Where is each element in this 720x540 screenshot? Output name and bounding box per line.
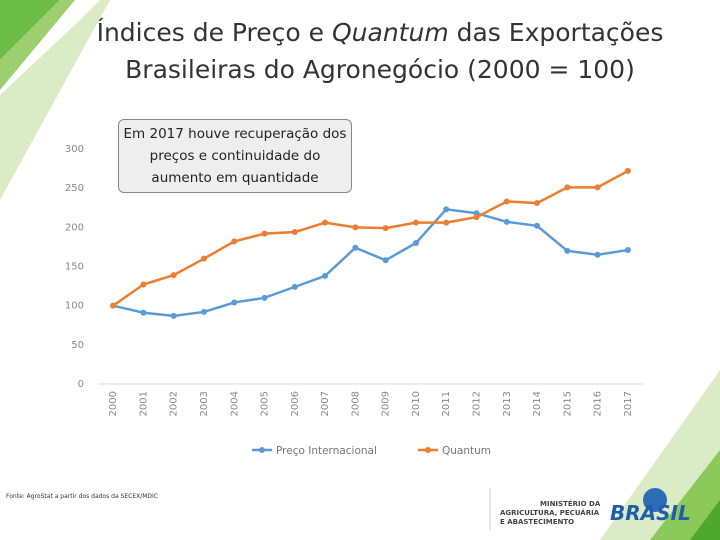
data-point xyxy=(412,219,419,226)
data-point xyxy=(200,308,207,315)
data-point xyxy=(624,167,631,174)
logo-text: MINISTÉRIO DA xyxy=(540,499,601,508)
y-tick-label: 300 xyxy=(65,144,84,155)
data-point xyxy=(322,272,329,279)
x-tick-label: 2007 xyxy=(320,391,331,416)
data-point xyxy=(231,238,238,245)
data-point xyxy=(352,244,359,251)
data-point xyxy=(443,219,450,226)
data-point xyxy=(170,272,177,279)
data-point xyxy=(564,184,571,191)
x-tick-label: 2015 xyxy=(562,391,573,416)
data-point xyxy=(503,218,510,225)
data-point xyxy=(110,302,117,309)
x-tick-label: 2011 xyxy=(441,391,452,416)
series-line xyxy=(112,207,629,318)
data-point xyxy=(382,225,389,232)
data-point xyxy=(473,214,480,221)
data-point xyxy=(534,222,541,229)
legend-label: Preço Internacional xyxy=(276,445,377,457)
data-point xyxy=(534,200,541,207)
data-point xyxy=(352,224,359,231)
data-point xyxy=(443,206,450,213)
y-tick-label: 150 xyxy=(65,262,84,273)
legend-label: Quantum xyxy=(442,445,491,457)
x-tick-label: 2002 xyxy=(169,391,180,416)
x-tick-label: 2013 xyxy=(502,391,513,416)
logo-globe xyxy=(643,488,667,512)
decoration xyxy=(690,500,720,540)
x-tick-label: 2017 xyxy=(623,391,634,416)
x-tick-label: 2008 xyxy=(350,391,361,416)
x-tick-label: 2016 xyxy=(593,391,604,416)
logo-text: E ABASTECIMENTO xyxy=(500,518,574,526)
y-tick-label: 50 xyxy=(71,340,84,351)
y-tick-label: 200 xyxy=(65,222,84,233)
data-point xyxy=(200,255,207,262)
y-tick-label: 250 xyxy=(65,183,84,194)
data-point xyxy=(594,251,601,258)
decoration xyxy=(0,0,110,200)
data-point xyxy=(322,219,329,226)
data-point xyxy=(170,312,177,319)
annotation: Em 2017 houve recuperação dos preços e c… xyxy=(118,119,352,193)
source: Fonte: AgroStat a partir dos dados da SE… xyxy=(6,493,158,500)
x-tick-label: 2000 xyxy=(108,391,119,416)
data-point xyxy=(564,247,571,254)
logo-text: BRASIL xyxy=(610,501,691,525)
logo: MINISTÉRIO DA AGRICULTURA, PECUÁRIA E AB… xyxy=(489,488,691,530)
series-line xyxy=(112,169,629,307)
x-tick-label: 2009 xyxy=(381,391,392,416)
data-point xyxy=(594,184,601,191)
decoration xyxy=(0,0,75,90)
data-point xyxy=(412,240,419,246)
title-part: das Exportações xyxy=(448,18,664,47)
y-tick-label: 100 xyxy=(65,301,84,312)
x-tick-label: 2005 xyxy=(260,391,271,416)
decoration xyxy=(650,450,720,540)
x-tick-label: 2001 xyxy=(138,391,149,416)
logo-text: AGRICULTURA, PECUÁRIA xyxy=(500,508,600,517)
data-point xyxy=(140,309,147,316)
x-tick-label: 2010 xyxy=(411,391,422,416)
title-part: Quantum xyxy=(331,18,449,47)
data-point xyxy=(261,230,268,237)
data-point xyxy=(382,257,389,264)
x-tick-label: 2014 xyxy=(532,391,543,416)
x-tick-label: 2012 xyxy=(471,391,482,416)
data-point xyxy=(291,283,298,290)
x-tick-label: 2006 xyxy=(290,391,301,416)
x-tick-label: 2004 xyxy=(229,391,240,416)
data-point xyxy=(503,198,510,205)
legend-marker xyxy=(259,447,265,453)
data-point xyxy=(291,229,298,236)
title-part: Brasileiras do Agronegócio (2000 = 100) xyxy=(125,55,635,84)
title-part: Índices de Preço e xyxy=(96,18,332,47)
data-point xyxy=(624,247,631,254)
y-tick-label: 0 xyxy=(78,379,84,390)
data-point xyxy=(231,299,238,306)
data-point xyxy=(140,281,147,288)
data-point xyxy=(261,294,268,301)
chart-title: Índices de Preço e Quantum das Exportaçõ… xyxy=(60,14,700,88)
x-tick-label: 2003 xyxy=(199,391,210,416)
legend-marker xyxy=(425,447,431,453)
